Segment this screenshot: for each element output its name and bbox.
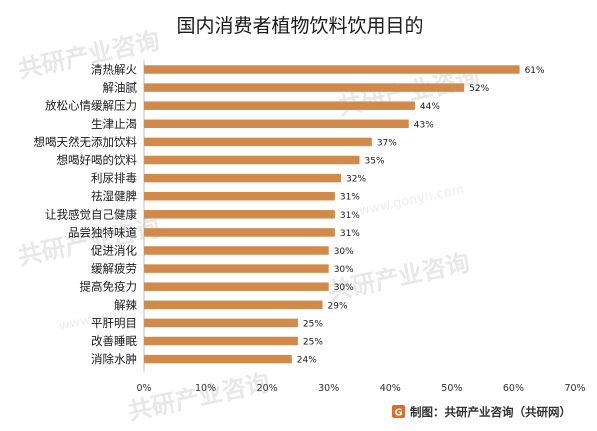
bar: [144, 282, 329, 291]
value-labels: 61% 52% 44% 43% 37% 35% 32% 31% 31% 31% 30% 30% 30% 2…: [297, 66, 545, 366]
x-tick-label: 70%: [564, 383, 585, 394]
category-label: 清热解火: [91, 63, 137, 77]
source-text: 制图：共研产业咨询（共研网）: [410, 405, 571, 419]
watermark-text: 共研产业咨询: [125, 369, 272, 426]
watermark-text: 共研产业咨询: [15, 214, 162, 271]
category-label: 消除水肿: [91, 352, 137, 366]
value-label: 32%: [346, 175, 366, 185]
source-footer: G 制图：共研产业咨询（共研网）: [392, 405, 571, 419]
category-label: 放松心情缓解压力: [45, 99, 137, 113]
bar: [144, 137, 372, 147]
source-logo-icon: [392, 405, 405, 418]
category-label: 让我感觉自己健康: [45, 207, 137, 221]
category-label: 解辣: [114, 298, 137, 312]
category-label: 生津止渴: [91, 117, 137, 131]
value-label: 44%: [420, 102, 440, 112]
bar: [144, 300, 323, 310]
category-label: 缓解疲劳: [91, 262, 137, 276]
category-label: 提高免疫力: [80, 280, 138, 294]
category-label: 想喝天然无添加饮料: [34, 135, 138, 149]
watermark-text: 共研产业咨询: [325, 249, 472, 306]
bar: [144, 354, 292, 364]
value-label: 30%: [334, 265, 354, 275]
bar: [144, 101, 415, 110]
category-label: 促进消化: [91, 244, 137, 258]
bar: [144, 318, 298, 328]
x-tick-label: 0%: [136, 383, 151, 394]
value-label: 35%: [365, 157, 385, 167]
bar: [144, 336, 298, 346]
category-label: 品尝独特味道: [68, 225, 137, 239]
x-tick-label: 20%: [257, 383, 278, 394]
chart-title: 国内消费者植物饮料饮用目的: [176, 15, 423, 37]
value-label: 31%: [340, 229, 360, 239]
value-label: 30%: [334, 247, 354, 257]
bar: [144, 228, 335, 237]
value-label: 43%: [414, 120, 434, 130]
bar: [144, 191, 335, 201]
value-label: 29%: [328, 301, 348, 311]
x-axis-ticks: 0% 10% 20% 30% 40% 50% 60% 70%: [136, 383, 585, 394]
value-label: 24%: [297, 356, 317, 366]
value-label: 37%: [377, 138, 397, 148]
watermark-url: www.gonyn.com: [358, 182, 466, 219]
value-label: 25%: [303, 338, 323, 348]
x-tick-label: 40%: [380, 383, 401, 394]
value-label: 52%: [469, 84, 489, 94]
category-label: 利尿排毒: [91, 171, 137, 185]
x-tick-label: 30%: [318, 383, 339, 394]
category-label: 平肝明目: [91, 316, 137, 330]
bar: [144, 246, 329, 255]
bar: [144, 83, 465, 92]
bar: [144, 210, 335, 219]
value-label: 31%: [340, 211, 360, 221]
value-label: 61%: [525, 66, 545, 76]
bars: [144, 65, 520, 364]
category-labels: 清热解火解油腻放松心情缓解压力生津止渴想喝天然无添加饮料想喝好喝的饮料利尿排毒祛…: [34, 63, 138, 367]
category-label: 祛湿健脾: [91, 189, 137, 203]
watermark-text: 共研产业咨询: [15, 27, 162, 84]
x-tick-label: 60%: [503, 383, 524, 394]
bar: [144, 65, 520, 74]
x-tick-label: 10%: [195, 383, 216, 394]
bar: [144, 264, 329, 273]
value-label: 31%: [340, 193, 360, 203]
source-logo-glyph-icon: G: [394, 408, 402, 419]
bar: [144, 119, 409, 129]
category-label: 改善睡眠: [91, 334, 137, 348]
bar: [144, 173, 342, 183]
value-label: 25%: [303, 319, 323, 329]
category-label: 想喝好喝的饮料: [57, 153, 138, 167]
value-label: 30%: [334, 283, 354, 293]
x-tick-label: 50%: [441, 383, 462, 394]
category-label: 解油腻: [103, 81, 138, 95]
bar: [144, 155, 360, 165]
